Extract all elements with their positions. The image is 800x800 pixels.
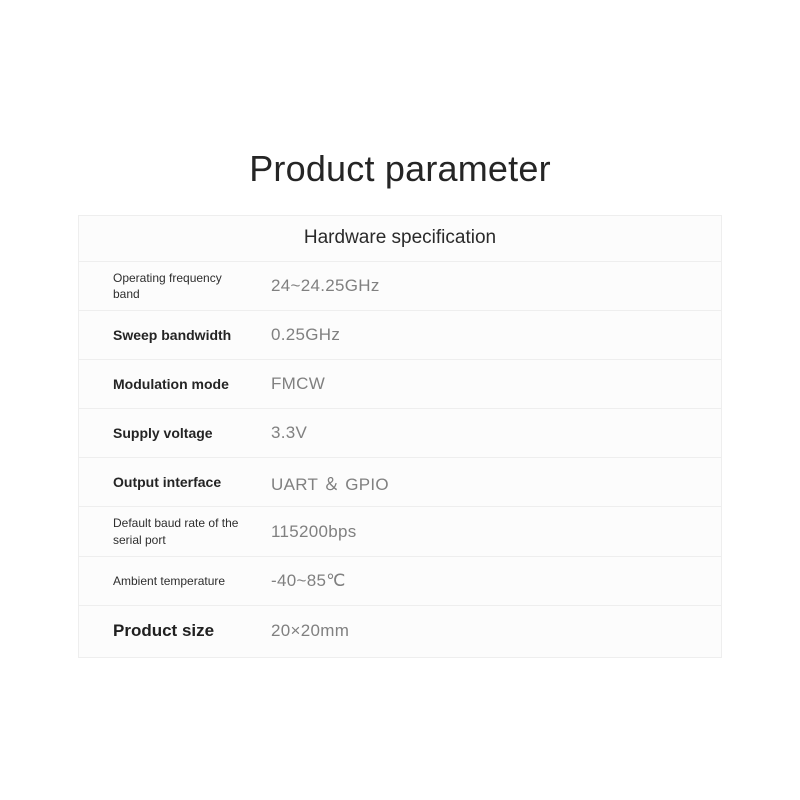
- spec-label: Modulation mode: [79, 367, 261, 402]
- spec-value: 0.25GHz: [261, 317, 721, 353]
- spec-value: 24~24.25GHz: [261, 268, 721, 304]
- spec-value: UART ＆ GPIO: [261, 462, 721, 503]
- spec-label: Sweep bandwidth: [79, 318, 261, 353]
- page: Product parameter Hardware specification…: [0, 0, 800, 800]
- spec-card: Hardware specification Operating frequen…: [78, 215, 722, 658]
- table-row: Output interface UART ＆ GPIO: [79, 458, 721, 507]
- table-row: Product size 20×20mm: [79, 606, 721, 657]
- spec-label: Operating frequency band: [79, 262, 261, 310]
- spec-label: Default baud rate of the serial port: [79, 507, 261, 555]
- spec-value: 20×20mm: [261, 613, 721, 649]
- spec-value: 3.3V: [261, 415, 721, 451]
- table-row: Operating frequency band 24~24.25GHz: [79, 262, 721, 311]
- spec-label: Product size: [79, 606, 261, 657]
- spec-label: Output interface: [79, 465, 261, 500]
- page-title: Product parameter: [0, 148, 800, 190]
- table-row: Ambient temperature -40~85℃: [79, 557, 721, 606]
- spec-value: 115200bps: [261, 514, 721, 550]
- spec-label: Supply voltage: [79, 416, 261, 451]
- table-row: Default baud rate of the serial port 115…: [79, 507, 721, 556]
- table-row: Sweep bandwidth 0.25GHz: [79, 311, 721, 360]
- table-row: Supply voltage 3.3V: [79, 409, 721, 458]
- section-title: Hardware specification: [79, 216, 721, 262]
- spec-value: -40~85℃: [261, 563, 721, 599]
- spec-value: FMCW: [261, 366, 721, 402]
- table-row: Modulation mode FMCW: [79, 360, 721, 409]
- spec-label: Ambient temperature: [79, 565, 261, 597]
